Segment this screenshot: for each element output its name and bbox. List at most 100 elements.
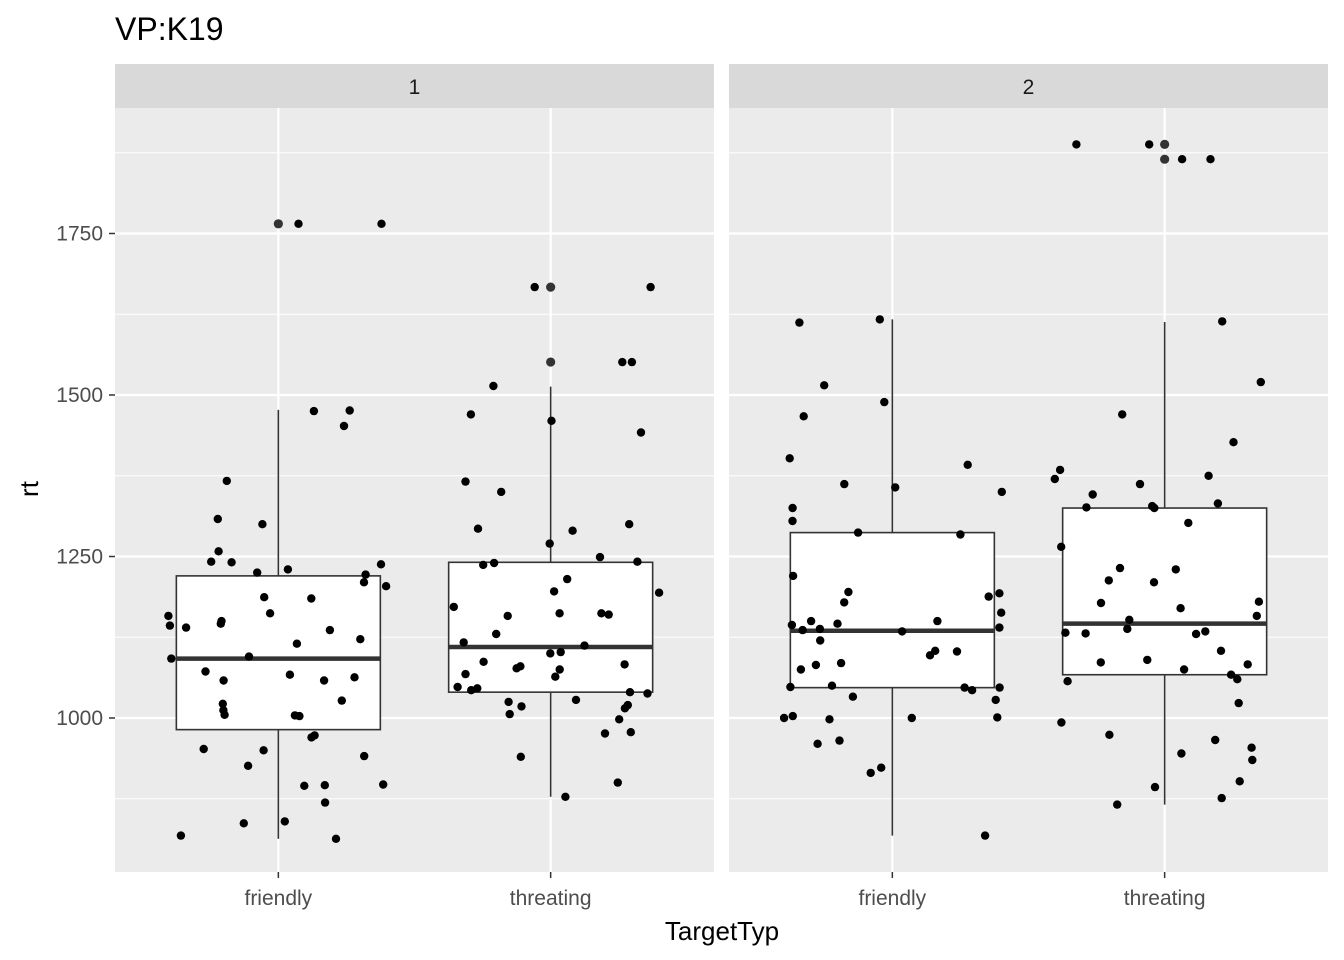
boxplot-threating	[1061, 139, 1268, 805]
data-point	[580, 641, 589, 650]
data-point	[835, 736, 844, 745]
data-point	[220, 710, 229, 719]
data-point	[453, 682, 462, 692]
data-point	[260, 593, 269, 602]
data-point	[820, 381, 829, 390]
data-point	[280, 817, 289, 826]
data-point	[461, 669, 470, 679]
data-point	[492, 629, 501, 639]
data-point	[811, 660, 821, 670]
data-point	[1088, 490, 1097, 499]
points-friendly	[164, 219, 391, 843]
data-point	[788, 711, 797, 721]
facet-strip-label: 2	[1023, 76, 1035, 99]
data-point	[626, 728, 635, 737]
data-point	[613, 778, 622, 787]
data-point	[489, 558, 499, 568]
data-point	[1201, 627, 1210, 636]
data-point	[836, 658, 846, 668]
data-point	[1143, 655, 1152, 665]
data-point	[337, 696, 346, 705]
outlier-point	[546, 357, 556, 367]
data-point	[788, 516, 797, 526]
x-tick-label: threating	[510, 887, 592, 910]
data-point	[1206, 155, 1215, 164]
box-iqr	[175, 575, 382, 731]
data-point	[320, 798, 330, 807]
points-threating	[449, 282, 664, 801]
data-point	[516, 752, 525, 761]
data-point	[1082, 503, 1091, 512]
data-point	[643, 689, 652, 698]
data-point	[285, 670, 295, 679]
data-point	[259, 746, 268, 755]
data-point	[1135, 479, 1145, 489]
data-point	[517, 702, 526, 711]
data-point	[1150, 503, 1159, 513]
data-point	[595, 552, 605, 562]
data-point	[798, 625, 807, 635]
data-point	[625, 688, 635, 697]
y-tick-label: 1750	[56, 223, 103, 246]
data-point	[561, 792, 570, 801]
data-point	[479, 560, 488, 570]
data-point	[345, 406, 354, 415]
data-point	[618, 357, 627, 367]
panel-background	[115, 108, 714, 872]
data-point	[1149, 578, 1159, 587]
data-point	[199, 744, 208, 754]
data-point	[1204, 471, 1213, 480]
data-point	[991, 695, 1000, 705]
data-point	[1050, 474, 1060, 484]
data-point	[503, 611, 512, 621]
data-point	[555, 665, 564, 674]
data-point	[294, 219, 303, 228]
data-point	[497, 487, 506, 497]
data-point	[563, 574, 572, 584]
data-point	[907, 713, 916, 723]
data-point	[1123, 624, 1132, 634]
data-point	[897, 627, 907, 636]
data-point	[1216, 646, 1226, 655]
data-point	[449, 602, 458, 612]
data-point	[980, 831, 990, 840]
data-point	[530, 282, 539, 292]
data-point	[633, 557, 642, 566]
outlier-point	[1160, 154, 1170, 164]
boxplot-friendly	[789, 319, 996, 836]
boxplot-friendly	[175, 219, 382, 839]
data-point	[244, 652, 254, 661]
data-point	[549, 587, 559, 596]
data-point	[840, 479, 849, 489]
data-point	[461, 477, 470, 486]
data-point	[207, 557, 216, 566]
data-point	[1177, 749, 1186, 758]
data-point	[880, 397, 889, 407]
data-point	[796, 665, 806, 674]
data-point	[1229, 438, 1238, 447]
data-point	[963, 460, 972, 469]
data-point	[848, 692, 858, 701]
data-point	[620, 660, 629, 669]
data-point	[319, 676, 329, 685]
data-point	[218, 699, 227, 708]
data-point	[1125, 615, 1134, 624]
data-point	[1191, 629, 1201, 639]
data-point	[1179, 665, 1189, 674]
data-point	[1057, 718, 1066, 727]
data-point	[933, 616, 942, 626]
data-point	[600, 729, 610, 738]
facet-panel-2: 2	[729, 64, 1328, 872]
data-point	[840, 598, 849, 607]
chart-title: VP:K19	[115, 11, 224, 47]
data-point	[376, 560, 386, 569]
data-point	[1113, 800, 1122, 809]
data-point	[309, 406, 319, 416]
facet-strip-label: 1	[409, 76, 421, 99]
data-point	[377, 219, 386, 228]
data-point	[325, 625, 335, 635]
data-point	[283, 565, 293, 574]
data-point	[546, 649, 555, 658]
data-point	[891, 483, 900, 492]
data-point	[467, 686, 476, 695]
